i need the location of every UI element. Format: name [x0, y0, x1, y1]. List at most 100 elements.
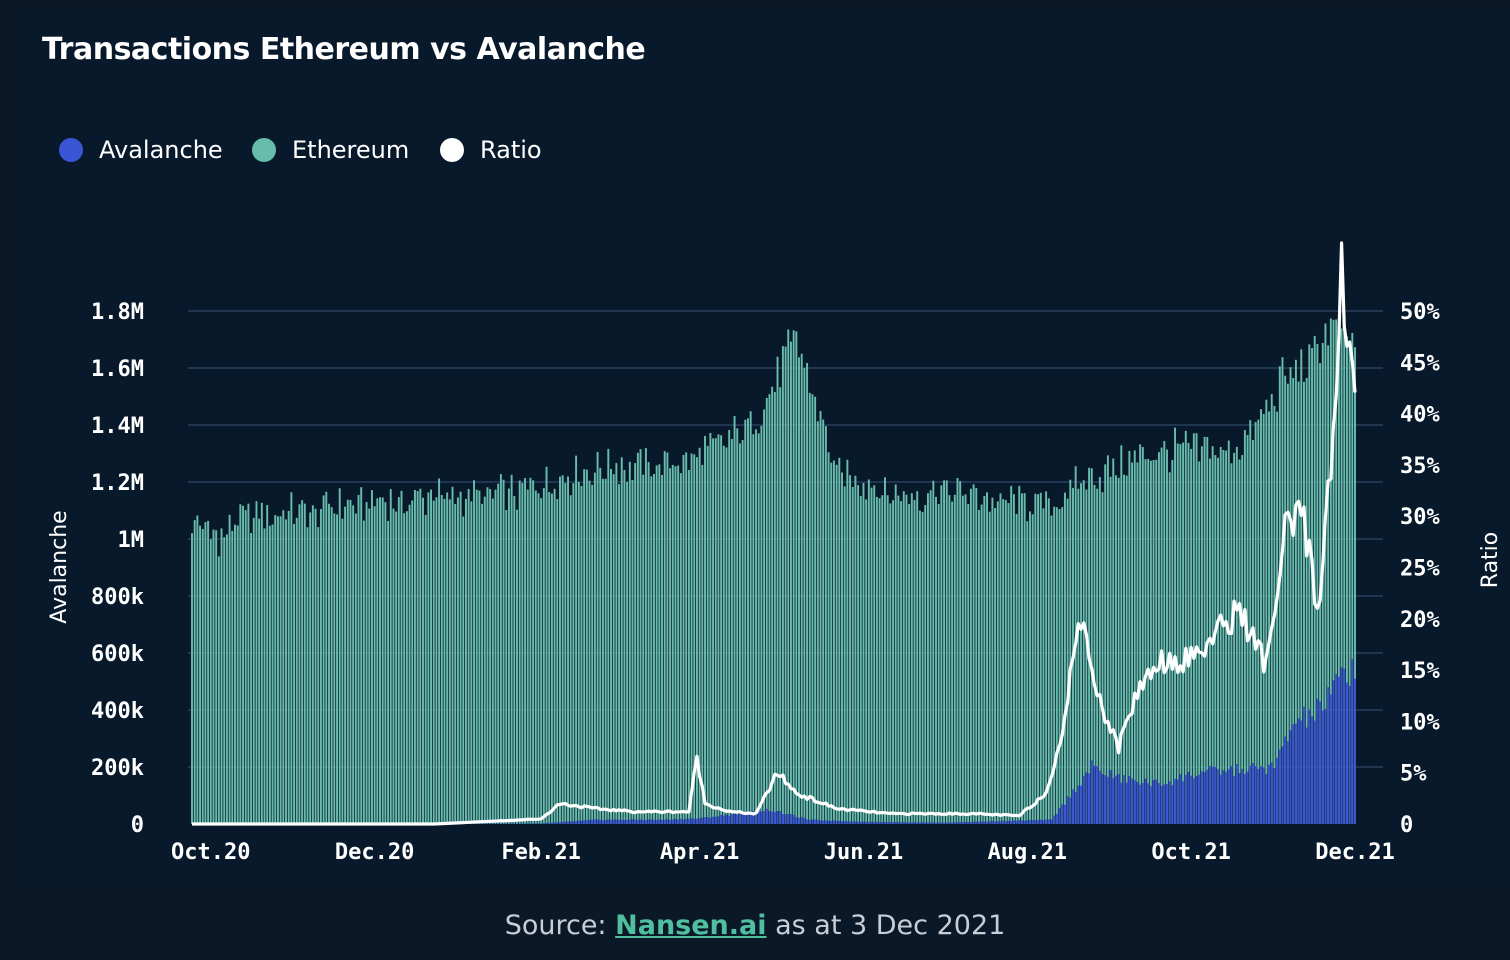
bar-avalanche: [1313, 720, 1316, 824]
bar-ethereum: [634, 463, 637, 824]
bar-avalanche: [577, 820, 580, 824]
y-tick-label: 1.8M: [91, 300, 144, 325]
source-link[interactable]: Nansen.ai: [615, 910, 767, 941]
bar-ethereum: [486, 487, 489, 824]
bar-ethereum: [1276, 411, 1279, 824]
bar-avalanche: [687, 818, 690, 824]
bar-ethereum: [1168, 472, 1171, 824]
bar-avalanche: [916, 822, 919, 824]
bar-ethereum: [849, 475, 852, 824]
bar-ethereum: [1106, 455, 1109, 824]
bar-ethereum: [653, 474, 655, 824]
bar-avalanche: [1176, 779, 1179, 824]
x-tick-label: Dec.20: [335, 840, 414, 865]
bar-ethereum: [475, 489, 478, 824]
bar-avalanche: [824, 820, 827, 824]
bar-avalanche: [1085, 772, 1088, 824]
bar-ethereum: [1069, 479, 1072, 824]
bar-ethereum: [1238, 459, 1241, 824]
bar-avalanche: [776, 811, 779, 824]
bar-avalanche: [951, 822, 954, 824]
bar-avalanche: [1047, 819, 1050, 824]
y-tick-label: 400k: [91, 699, 144, 724]
bar-avalanche: [1217, 769, 1219, 824]
bar-ethereum: [1289, 367, 1292, 824]
bar-ethereum: [427, 492, 430, 824]
bar-avalanche: [857, 821, 860, 824]
legend-item-ratio[interactable]: Ratio: [440, 136, 542, 164]
bar-avalanche: [921, 822, 924, 824]
bar-ethereum: [1327, 345, 1330, 824]
bar-ethereum: [456, 497, 459, 824]
bar-avalanche: [789, 814, 792, 824]
bar-avalanche: [808, 819, 811, 824]
bar-avalanche: [1249, 765, 1252, 824]
bar-ethereum: [730, 438, 733, 824]
bar-avalanche: [1133, 780, 1136, 824]
bar-ethereum: [835, 464, 838, 824]
bar-ethereum: [1123, 474, 1125, 824]
bar-ethereum: [201, 528, 204, 824]
bar-avalanche: [986, 821, 988, 824]
bar-avalanche: [948, 822, 951, 824]
bar-avalanche: [1329, 694, 1332, 824]
bar-avalanche: [1311, 716, 1313, 824]
bar-ethereum: [851, 486, 854, 824]
bar-avalanche: [663, 819, 666, 824]
bar-ethereum: [556, 499, 559, 824]
bar-ethereum: [1020, 493, 1023, 824]
bar-ethereum: [618, 484, 621, 824]
bar-ethereum: [779, 387, 782, 824]
bar-ethereum: [610, 468, 612, 824]
bar-ethereum: [274, 515, 277, 824]
x-tick-label: Apr.21: [660, 840, 739, 865]
bar-ethereum: [341, 518, 344, 824]
bar-avalanche: [881, 821, 884, 824]
legend-label-ethereum: Ethereum: [292, 136, 410, 164]
bar-ethereum: [604, 478, 607, 824]
legend-item-avalanche[interactable]: Avalanche: [59, 136, 223, 164]
bar-avalanche: [803, 817, 806, 824]
bar-ethereum: [303, 503, 306, 824]
bar-avalanche: [1106, 776, 1109, 824]
bar-ethereum: [1098, 477, 1101, 824]
bar-avalanche: [655, 819, 658, 824]
bar-ethereum: [193, 520, 196, 824]
bar-ethereum: [191, 533, 193, 824]
bar-avalanche: [526, 823, 529, 824]
bar-avalanche: [1308, 709, 1311, 824]
bar-avalanche: [1055, 813, 1058, 824]
bar-ethereum: [1066, 498, 1069, 824]
bar-avalanche: [537, 823, 540, 824]
bar-ethereum: [830, 462, 833, 824]
bar-avalanche: [569, 821, 572, 824]
x-tick-label: Dec.21: [1315, 840, 1394, 865]
bar-avalanche: [1273, 767, 1276, 824]
bar-ethereum: [607, 448, 610, 824]
bar-ethereum: [309, 512, 312, 824]
bar-ethereum: [959, 481, 962, 824]
bar-avalanche: [690, 818, 693, 824]
bar-ethereum: [701, 464, 704, 824]
bar-ethereum: [234, 524, 236, 824]
bar-ethereum: [220, 528, 223, 824]
bar-ethereum: [647, 462, 650, 824]
legend-item-ethereum[interactable]: Ethereum: [252, 136, 409, 164]
bar-ethereum: [540, 498, 543, 824]
bar-ethereum: [553, 488, 556, 824]
bar-ethereum: [1254, 421, 1257, 824]
bar-ethereum: [322, 495, 325, 824]
y2-tick-label: 40%: [1400, 403, 1440, 428]
bar-avalanche: [1225, 771, 1228, 824]
bar-ethereum: [330, 507, 333, 824]
bar-avalanche: [636, 819, 639, 824]
bar-ethereum: [765, 397, 768, 824]
bar-avalanche: [755, 812, 758, 824]
bar-avalanche: [943, 822, 946, 824]
bar-ethereum: [550, 493, 553, 824]
bar-ethereum: [738, 443, 741, 824]
bar-avalanche: [1289, 730, 1292, 824]
bar-avalanche: [1345, 682, 1348, 824]
bar-ethereum: [1136, 462, 1139, 824]
bar-ethereum: [1332, 319, 1335, 824]
